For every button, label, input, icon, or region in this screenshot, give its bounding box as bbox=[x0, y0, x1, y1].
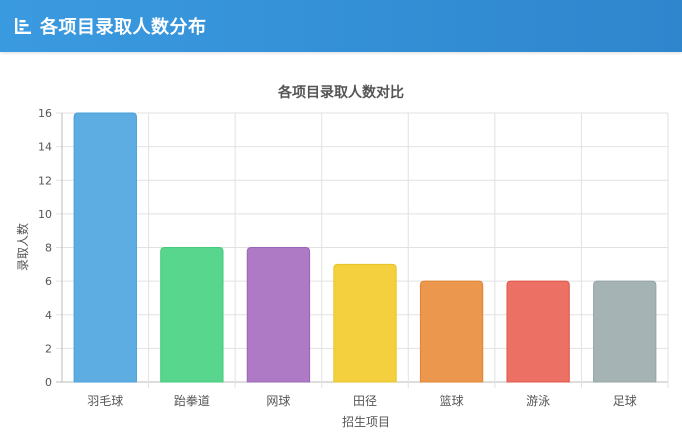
x-tick-label: 篮球 bbox=[440, 393, 464, 408]
y-tick-label: 14 bbox=[38, 141, 52, 154]
panel-title: 各项目录取人数分布 bbox=[40, 17, 207, 38]
y-tick-label: 6 bbox=[45, 275, 52, 288]
y-axis-label: 录取人数 bbox=[15, 223, 30, 271]
y-tick-label: 8 bbox=[45, 242, 52, 255]
bar-1[interactable] bbox=[73, 112, 137, 383]
x-tick-label: 羽毛球 bbox=[87, 394, 123, 408]
chart-area: 各项目录取人数对比 录取人数 招生项目 0 2 4 6 8 10 12 14 16 羽毛球 跆拳道 网… bbox=[0, 52, 682, 444]
y-tick-label: 2 bbox=[45, 342, 52, 355]
x-tick-label: 游泳 bbox=[526, 394, 550, 408]
bar-3[interactable] bbox=[246, 247, 311, 383]
x-axis-label: 招生项目 bbox=[342, 415, 390, 429]
y-tick-label: 12 bbox=[38, 174, 52, 187]
panel-header: 各项目录取人数分布 bbox=[0, 0, 682, 52]
x-tick-label: 足球 bbox=[613, 394, 637, 408]
y-tick-label: 10 bbox=[38, 208, 52, 221]
y-tick-label: 16 bbox=[38, 107, 52, 120]
bars bbox=[73, 112, 657, 383]
x-tick-label: 田径 bbox=[353, 394, 377, 408]
ticks: 0 2 4 6 8 10 12 14 16 羽毛球 跆拳道 网球 田径 篮球 游泳 足球 bbox=[38, 107, 637, 408]
bar-4[interactable] bbox=[333, 263, 397, 383]
bar-5[interactable] bbox=[419, 280, 484, 383]
x-tick-label: 网球 bbox=[266, 394, 290, 408]
y-tick-label: 4 bbox=[45, 309, 52, 322]
bar-7[interactable] bbox=[593, 280, 657, 383]
bar-chart: 各项目录取人数对比 录取人数 招生项目 0 2 4 6 8 10 12 14 16 羽毛球 跆拳道 网… bbox=[15, 84, 669, 429]
x-tick-label: 跆拳道 bbox=[174, 393, 210, 408]
bar-chart-icon bbox=[12, 15, 34, 37]
bar-6[interactable] bbox=[506, 280, 570, 383]
chart-title: 各项目录取人数对比 bbox=[277, 84, 404, 101]
bar-2[interactable] bbox=[160, 247, 224, 383]
y-tick-label: 0 bbox=[45, 376, 52, 389]
